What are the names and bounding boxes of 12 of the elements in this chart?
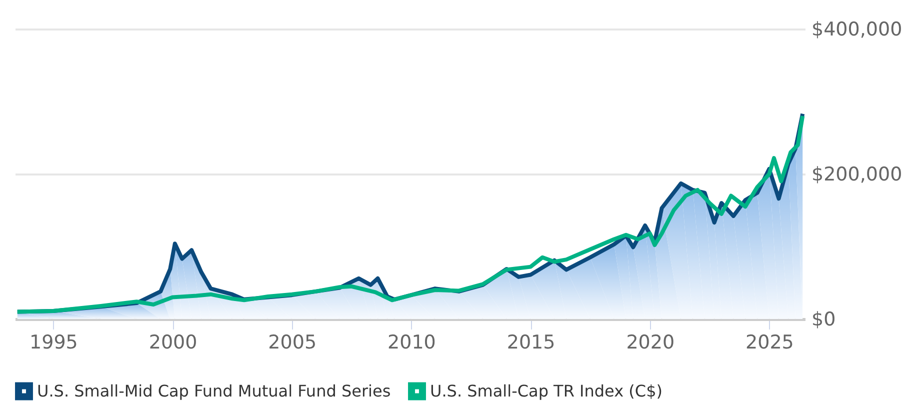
y-tick-label: $200,000 — [812, 164, 902, 186]
x-tick-label: 2020 — [626, 332, 675, 354]
x-tick-label: 2005 — [268, 332, 317, 354]
y-tick-label: $400,000 — [812, 18, 902, 40]
legend-label: U.S. Small-Mid Cap Fund Mutual Fund Series — [37, 381, 391, 400]
x-tick-label: 2015 — [506, 332, 556, 354]
x-tick-label: 2025 — [746, 332, 794, 354]
x-tick-label: 2000 — [148, 332, 198, 354]
x-tick-label: 2010 — [388, 332, 436, 354]
y-tick-label: $0 — [812, 308, 836, 330]
x-tick-label: 1995 — [30, 332, 78, 354]
legend-label: U.S. Small-Cap TR Index (C$) — [430, 381, 662, 400]
